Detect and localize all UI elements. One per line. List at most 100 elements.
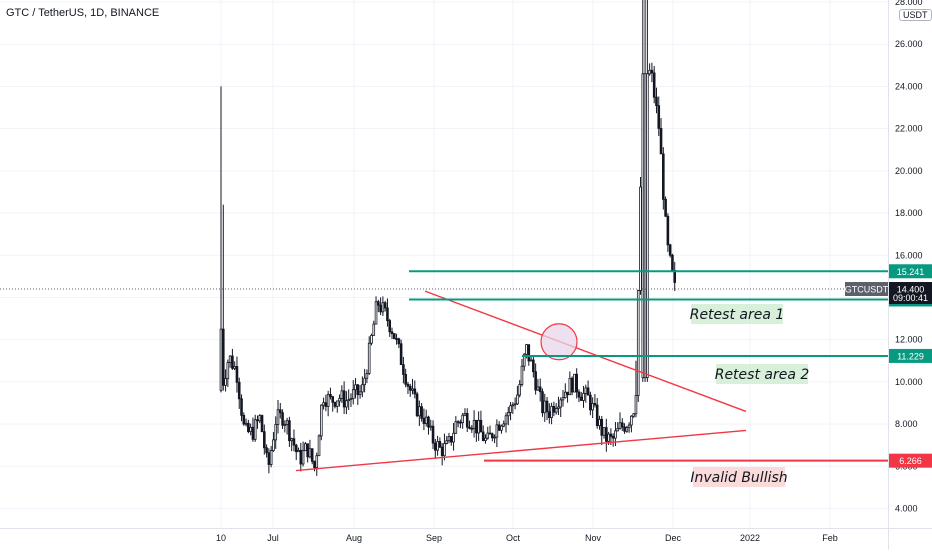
- candle-body: [326, 394, 330, 407]
- candle-body: [324, 402, 328, 407]
- candle-body: [290, 438, 293, 442]
- candle-body: [538, 386, 542, 393]
- candle-body: [591, 403, 594, 411]
- candle-body: [607, 433, 610, 442]
- candle-body: [525, 344, 528, 355]
- annotation-label[interactable]: Retest area 1: [690, 307, 785, 323]
- candle-body: [219, 328, 223, 391]
- candle-body: [548, 411, 551, 418]
- candle-body: [554, 408, 558, 413]
- candle-body: [568, 377, 572, 396]
- candle-body: [379, 304, 382, 313]
- x-tick-label: Oct: [506, 533, 521, 543]
- candle-body: [294, 444, 298, 453]
- candle-body: [415, 393, 419, 417]
- candle-body: [335, 400, 339, 407]
- candle-body: [242, 414, 246, 425]
- candle-body: [513, 403, 517, 406]
- annotation-box[interactable]: [691, 304, 783, 324]
- y-tick-label: 28.000: [895, 0, 923, 7]
- y-tick-label: 16.000: [895, 250, 923, 260]
- candle-body: [363, 377, 366, 386]
- candle-body: [226, 362, 230, 380]
- candle-body: [634, 395, 638, 415]
- candle-body: [620, 422, 624, 428]
- candle-body: [367, 342, 371, 374]
- level-tag-11.229: [889, 348, 932, 363]
- candle-body: [320, 404, 323, 437]
- candle-body: [595, 404, 599, 427]
- candle-body: [484, 437, 487, 441]
- candle-body: [598, 418, 601, 427]
- candle-body: [561, 397, 565, 401]
- candle-body: [504, 415, 508, 425]
- candle-body: [272, 439, 275, 451]
- candle-body: [545, 400, 549, 413]
- candle-body: [475, 419, 478, 434]
- candle-body: [349, 398, 353, 401]
- candle-body: [292, 438, 296, 446]
- annotation-label[interactable]: Retest area 2: [715, 367, 810, 383]
- trendline-lower[interactable]: [295, 429, 747, 472]
- candle-body: [247, 422, 250, 433]
- x-tick-label: Dec: [665, 533, 682, 543]
- candle-body: [493, 436, 496, 439]
- candle-body: [342, 390, 346, 408]
- x-tick-label: Jul: [267, 533, 279, 543]
- candle-body: [500, 425, 503, 431]
- candle-body: [240, 398, 243, 416]
- candle-body: [557, 406, 560, 409]
- candle-body: [566, 391, 569, 396]
- candle-body: [308, 448, 312, 458]
- candle-body: [354, 384, 357, 391]
- candle-body: [584, 387, 588, 394]
- annotation-label[interactable]: Invalid Bullish: [690, 470, 787, 486]
- candle-body: [347, 399, 350, 402]
- candle-body: [258, 415, 262, 422]
- candle-body: [244, 422, 248, 425]
- candle-body: [648, 69, 651, 75]
- candle-body: [454, 421, 458, 434]
- candle-body: [333, 401, 337, 407]
- candle-body: [536, 386, 540, 391]
- y-tick-label: 18.000: [895, 208, 923, 218]
- candle-body: [491, 433, 494, 439]
- candle-body: [497, 424, 501, 431]
- candle-body: [374, 301, 378, 325]
- y-tick-label: 20.000: [895, 166, 923, 176]
- candle-body: [434, 442, 437, 451]
- candle-body: [235, 366, 239, 383]
- candle-body: [577, 391, 581, 398]
- candle-body: [356, 384, 360, 396]
- candle-body: [283, 424, 287, 426]
- candle-body: [632, 413, 635, 417]
- candle-body: [543, 400, 547, 414]
- candle-body: [436, 441, 439, 451]
- candle-body: [413, 388, 417, 395]
- candle-body: [274, 424, 278, 441]
- candle-body: [463, 412, 467, 416]
- annotation-box[interactable]: [716, 364, 808, 384]
- candle-body: [285, 420, 289, 425]
- candle-body: [429, 425, 433, 428]
- candle-body: [652, 72, 656, 98]
- candle-body: [472, 419, 476, 429]
- highlight-circle[interactable]: [540, 323, 578, 361]
- candle-body: [420, 406, 423, 419]
- candle-body: [411, 388, 414, 391]
- trendline-upper[interactable]: [424, 290, 747, 413]
- candle-body: [228, 355, 232, 363]
- candle-body: [468, 426, 471, 429]
- candle-body: [582, 392, 585, 401]
- candle-body: [657, 105, 661, 129]
- candle-body: [395, 338, 398, 340]
- annotation-box[interactable]: [693, 467, 785, 487]
- candle-body: [662, 153, 665, 200]
- candle-body: [390, 331, 394, 334]
- candle-body: [502, 423, 506, 427]
- candle-body: [506, 412, 510, 417]
- candle-body: [602, 427, 606, 436]
- currency-unit-badge[interactable]: USDT: [899, 9, 932, 21]
